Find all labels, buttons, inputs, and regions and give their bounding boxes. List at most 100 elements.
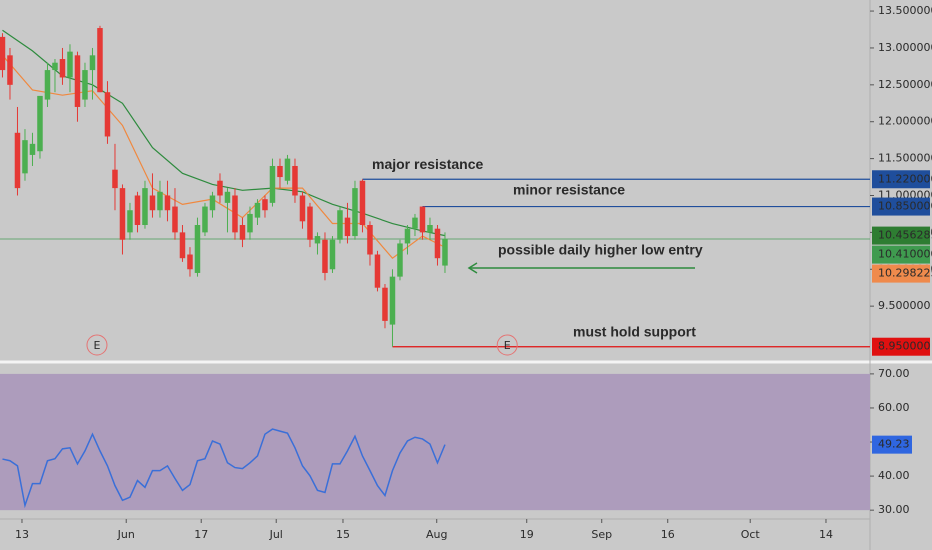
- annotation: possible daily higher low entry: [498, 242, 703, 258]
- candle-body: [344, 217, 351, 237]
- candle-body: [404, 228, 411, 244]
- level-annotation: major resistance: [372, 156, 483, 172]
- arrow-head: [467, 262, 478, 274]
- candle-body: [389, 276, 396, 325]
- candle-body: [352, 188, 358, 237]
- candle-body: [337, 210, 343, 240]
- candle-body: [292, 165, 298, 196]
- price-badge-label: 8.950000: [878, 340, 931, 353]
- candle-body: [89, 55, 96, 71]
- x-tick-label: 17: [194, 528, 208, 541]
- price-badge: [872, 197, 930, 216]
- candle-body: [37, 95, 43, 152]
- candle-body: [157, 191, 163, 211]
- x-tick-label: Jul: [269, 528, 283, 541]
- candle-body: [119, 188, 126, 240]
- rsi-y-tick-label: 30.00: [878, 503, 910, 516]
- candle-body: [59, 59, 66, 78]
- candle-body: [434, 228, 441, 259]
- candle-body: [277, 165, 283, 178]
- price-badge: [872, 337, 930, 356]
- event-marker: [86, 334, 108, 356]
- candle-body: [202, 206, 208, 233]
- rsi-y-tick-label: 40.00: [878, 469, 910, 482]
- candle-body: [314, 236, 321, 244]
- candle-body: [7, 55, 13, 85]
- candle-body: [22, 140, 28, 174]
- price-badge: [872, 245, 930, 264]
- candle-body: [247, 213, 253, 233]
- candle-body: [239, 225, 246, 240]
- y-tick-label: 13.500000: [878, 4, 932, 17]
- candle-body: [164, 195, 171, 211]
- candle-body: [254, 202, 261, 218]
- price-badge-label: 10.410000: [878, 248, 932, 261]
- y-tick-label: 12.500000: [878, 78, 932, 91]
- event-label: E: [93, 339, 100, 352]
- candle-body: [209, 195, 216, 211]
- price-badge: [872, 226, 930, 245]
- x-tick-label: 14: [819, 528, 833, 541]
- rsi-band: [0, 373, 870, 511]
- candle-body: [29, 143, 36, 155]
- x-tick-label: 19: [520, 528, 534, 541]
- x-tick-label: Sep: [591, 528, 612, 541]
- price-badge-label: 10.456289: [878, 229, 932, 242]
- rsi-line: [2, 428, 446, 509]
- candle-body: [307, 206, 313, 240]
- candle-body: [67, 51, 73, 78]
- event-marker: [496, 334, 518, 356]
- price-badge-label: 10.298225: [878, 267, 932, 280]
- candle-body: [374, 254, 381, 288]
- rsi-badge: [872, 435, 912, 454]
- x-tick-label: 16: [661, 528, 675, 541]
- candle-body: [74, 55, 81, 107]
- x-tick-label: 13: [15, 528, 29, 541]
- x-tick-label: Jun: [117, 528, 135, 541]
- candle-body: [127, 210, 133, 233]
- candle-body: [104, 92, 111, 137]
- candle-body: [217, 180, 223, 196]
- candle-body: [299, 195, 306, 222]
- candle-body: [0, 36, 6, 71]
- candle-body: [52, 62, 58, 71]
- candle-body: [367, 225, 373, 255]
- y-tick-label: 12.000000: [878, 115, 932, 128]
- y-tick-label: 9.500000: [878, 299, 931, 312]
- x-tick-label: Aug: [426, 528, 447, 541]
- candle-body: [382, 287, 388, 321]
- candle-body: [149, 195, 156, 211]
- candle-body: [322, 239, 328, 273]
- x-tick-label: Oct: [741, 528, 761, 541]
- candle-body: [172, 206, 178, 233]
- candle-body: [187, 254, 193, 270]
- candle-body: [419, 206, 426, 233]
- candle-body: [397, 243, 403, 277]
- level-annotation: minor resistance: [513, 181, 625, 197]
- candle-body: [284, 158, 291, 181]
- candle-body: [359, 180, 366, 225]
- candle-body: [224, 191, 231, 203]
- y-tick-label: 13.000000: [878, 41, 932, 54]
- candle-body: [134, 195, 141, 225]
- event-label: E: [504, 339, 511, 352]
- candle-body: [179, 232, 186, 259]
- candle-body: [44, 70, 51, 100]
- price-badge: [872, 264, 930, 283]
- price-badge-label: 11.220000: [878, 172, 932, 185]
- candle-body: [112, 169, 118, 189]
- candle-body: [82, 70, 88, 100]
- candle-body: [97, 28, 103, 93]
- candle-body: [232, 195, 238, 233]
- candle-body: [412, 217, 418, 229]
- candle-body: [427, 225, 433, 233]
- rsi-badge-label: 49.23: [878, 438, 910, 451]
- candle-body: [262, 199, 268, 211]
- level-annotation: must hold support: [573, 323, 696, 339]
- candle-body: [14, 132, 21, 189]
- rsi-y-tick-label: 60.00: [878, 401, 910, 414]
- candle-body: [269, 165, 276, 203]
- price-badge: [872, 170, 930, 189]
